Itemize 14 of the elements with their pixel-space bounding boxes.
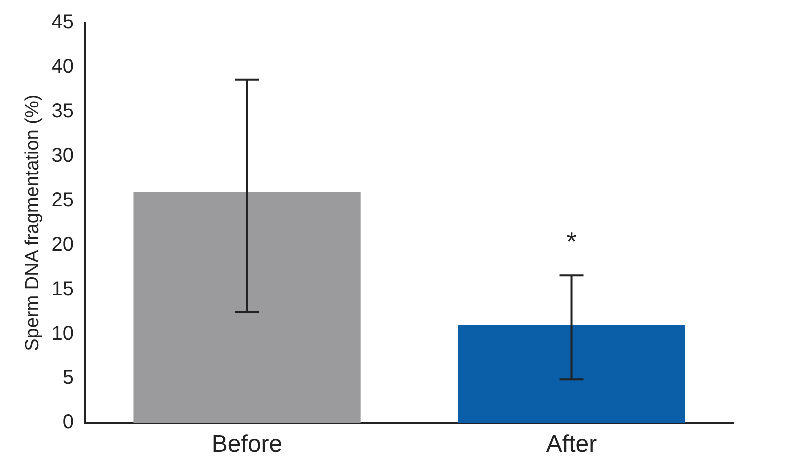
y-tick-label: 40 [52,56,74,78]
y-tick-label: 10 [52,322,74,345]
y-tick-label: 35 [52,100,74,122]
y-tick-label: 30 [52,144,74,167]
y-tick-label: 15 [52,278,74,300]
y-tick-label: 0 [62,412,74,434]
y-tick-label: 20 [52,234,74,256]
y-tick-label: 5 [62,367,74,390]
annotation: * [566,226,577,257]
x-tick-label: After [546,431,598,458]
y-axis-title: Sperm DNA fragmentation (%) [22,94,44,352]
y-tick-label: 45 [52,12,74,34]
y-tick-label: 25 [52,189,74,212]
x-tick-label: Before [212,431,283,458]
